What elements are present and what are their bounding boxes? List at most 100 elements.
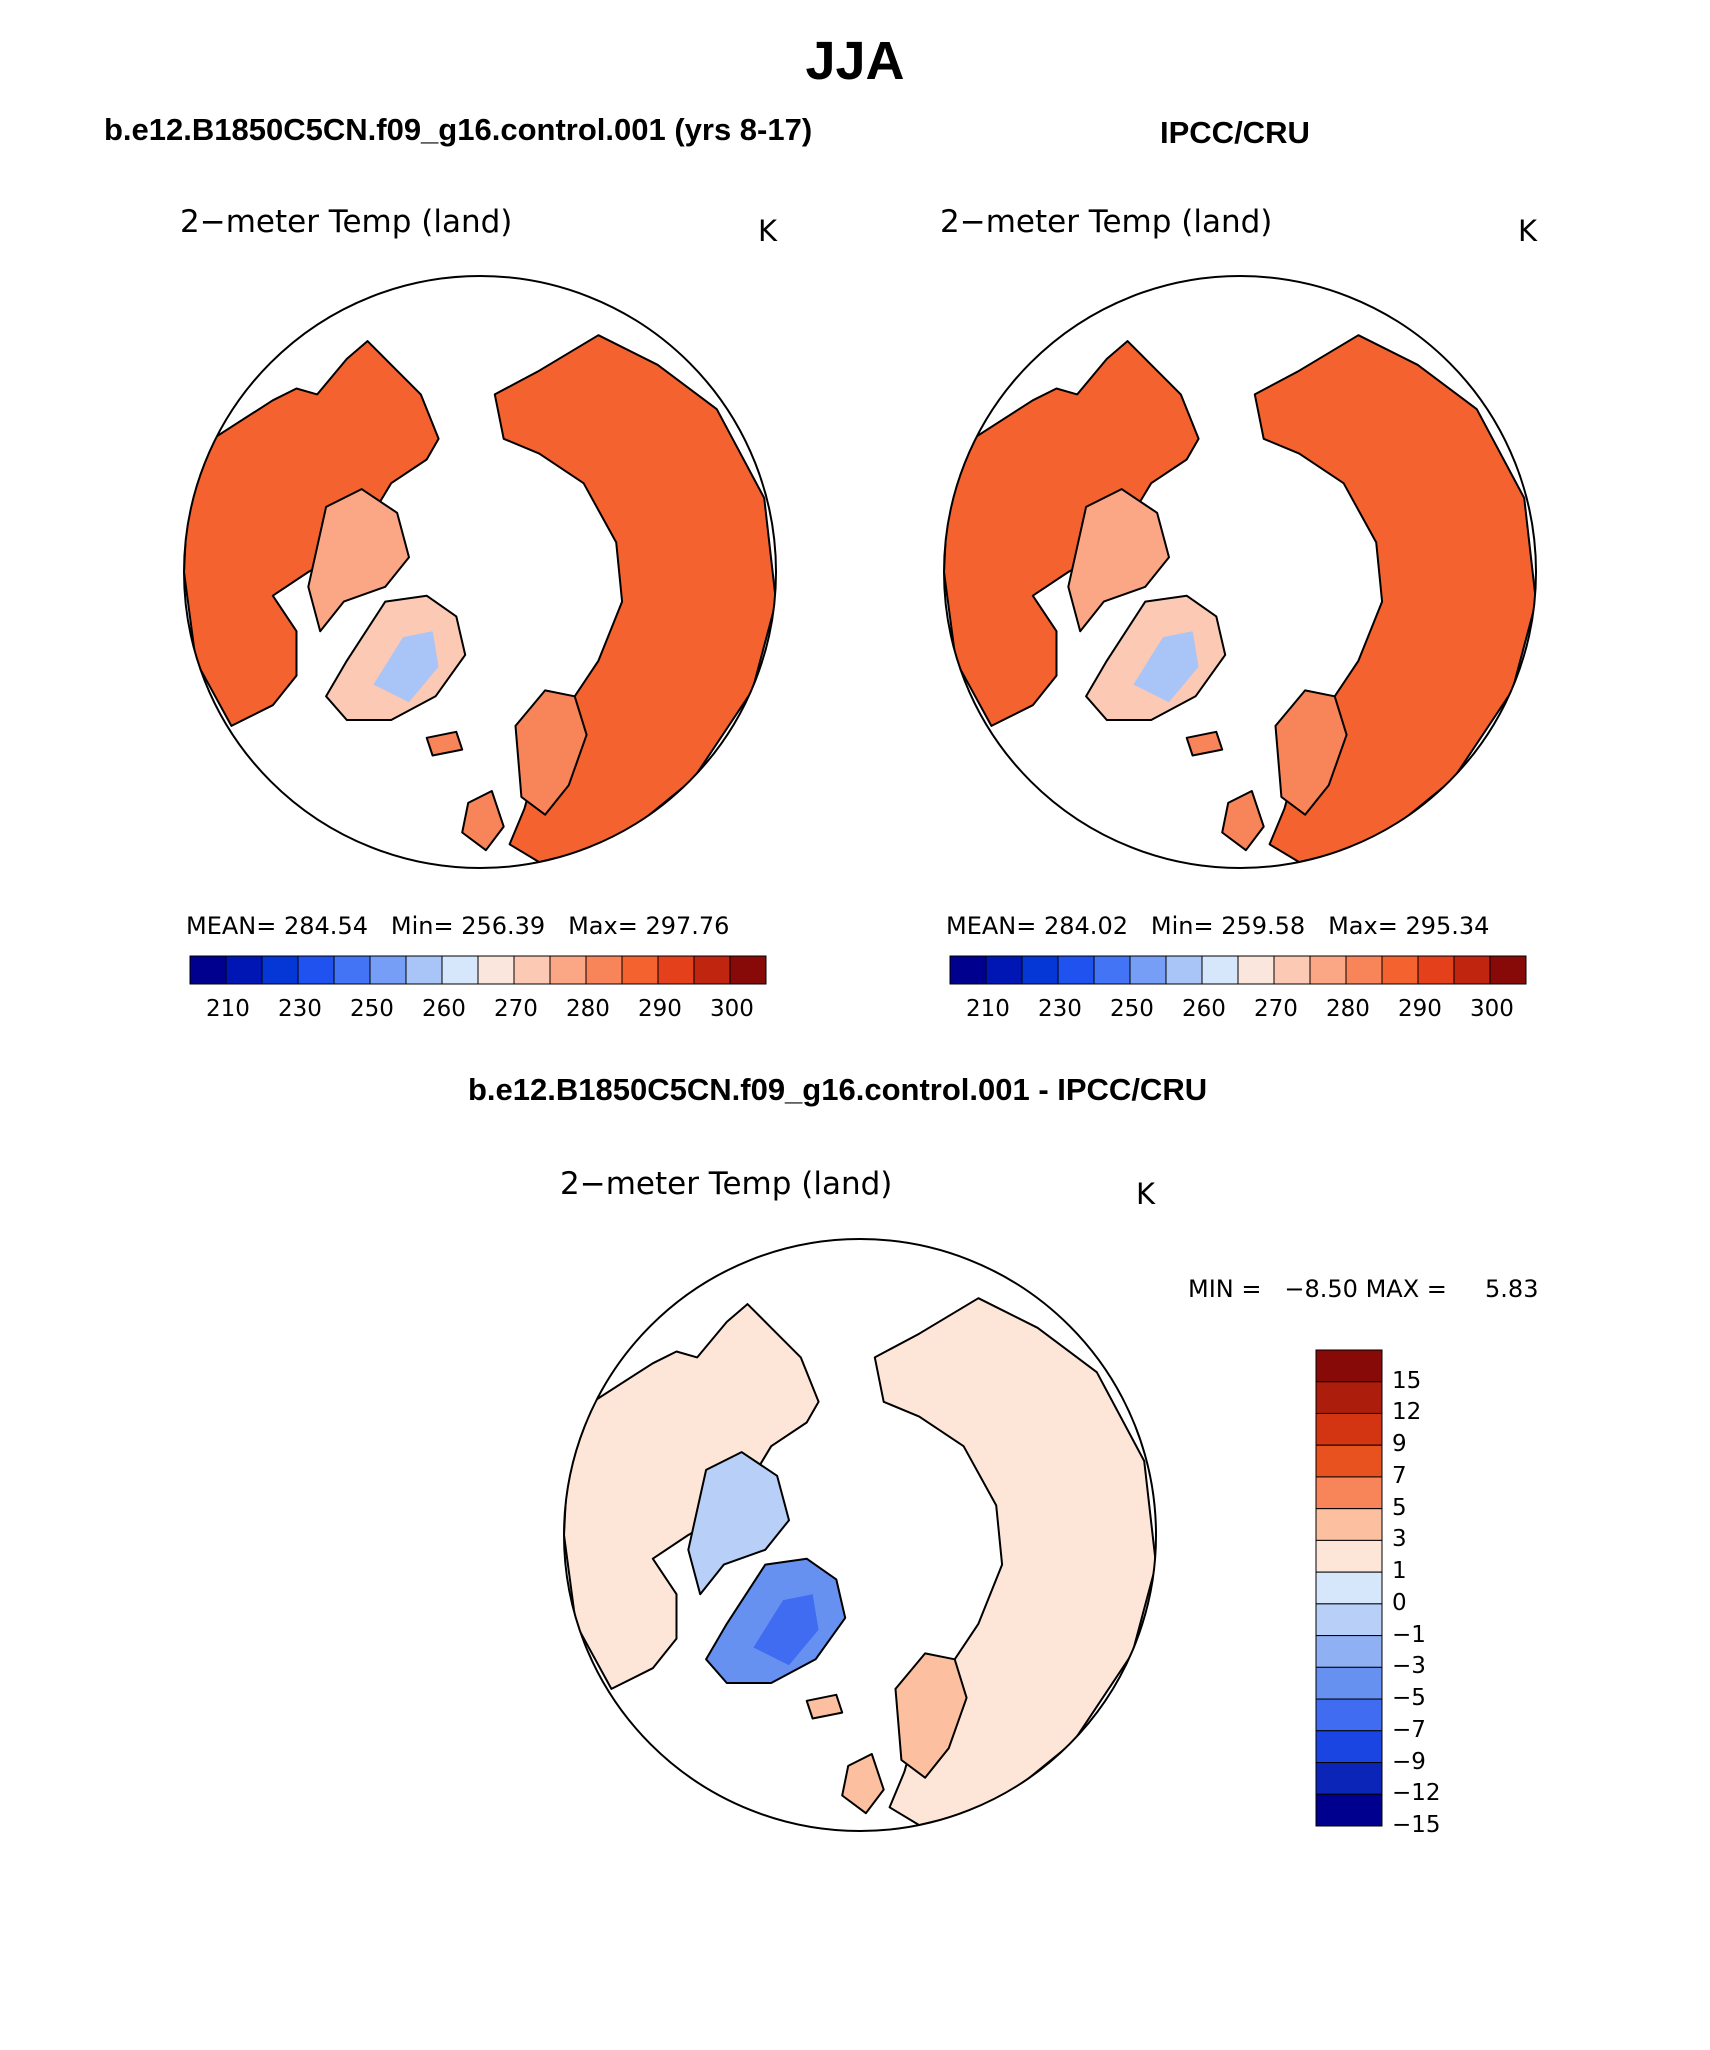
model-colorbar-box-4 [333,955,371,985]
model-colorbar-box-12 [621,955,659,985]
obs-colorbar-box-1 [985,955,1023,985]
diff-colorbar-box-10 [1315,1666,1383,1700]
diff-land-6 [805,1693,844,1720]
model-max-label: Max= [568,912,638,940]
diff-colorbar-tick-label: 5 [1392,1494,1407,1521]
obs-colorbar-box-10 [1309,955,1347,985]
diff-variable-label: 2−meter Temp (land) [560,1166,893,1202]
model-panel-title: b.e12.B1850C5CN.f09_g16.control.001 (yrs… [104,112,813,147]
diff-max-label: MAX = [1365,1275,1447,1303]
obs-colorbar-tick-label: 300 [1470,996,1514,1022]
diff-colorbar-tick-label: 15 [1392,1367,1422,1394]
model-colorbar-tick-label: 290 [638,996,682,1022]
diff-colorbar-tick-label: −15 [1392,1812,1441,1838]
obs-mean-value: 284.02 [1044,912,1128,940]
obs-colorbar-tick-label: 210 [966,996,1010,1022]
obs-colorbar-box-5 [1129,955,1167,985]
obs-max-label: Max= [1328,912,1398,940]
model-mean-value: 284.54 [284,912,368,940]
obs-colorbar-box-3 [1057,955,1095,985]
obs-colorbar-box-2 [1021,955,1059,985]
obs-variable-label: 2−meter Temp (land) [940,204,1273,240]
diff-stats: MIN = −8.50 MAX = 5.83 [1188,1275,1538,1303]
model-colorbar-box-9 [513,955,551,985]
diff-units-label: K [1136,1177,1156,1211]
obs-colorbar-box-12 [1381,955,1419,985]
model-colorbar-box-10 [549,955,587,985]
model-colorbar-box-2 [261,955,299,985]
obs-colorbar-tick-label: 260 [1182,996,1226,1022]
model-greenland-interior [373,631,439,703]
model-colorbar-tick-label: 280 [566,996,610,1022]
diff-colorbar-box-9 [1315,1635,1383,1668]
obs-colorbar-tick-label: 290 [1398,996,1442,1022]
obs-panel-title: IPCC/CRU [1160,115,1310,150]
obs-colorbar-box-15 [1489,955,1527,985]
obs-units-label: K [1518,214,1538,248]
model-colorbar-box-8 [477,955,515,985]
diff-colorbar-box-2 [1315,1412,1383,1446]
obs-colorbar-tick-label: 280 [1326,996,1370,1022]
diff-land-0 [564,1303,820,1690]
diff-land-5 [841,1753,885,1815]
obs-land-0 [944,340,1200,727]
model-min-label: Min= [390,912,454,940]
diff-land-1 [687,1451,790,1596]
diff-colorbar-tick-label: 0 [1392,1589,1407,1616]
diff-colorbar-box-0 [1315,1349,1383,1383]
model-colorbar-box-11 [585,955,623,985]
obs-colorbar-box-14 [1453,955,1491,985]
model-variable-label: 2−meter Temp (land) [180,204,513,240]
obs-colorbar-tick-label: 230 [1038,996,1082,1022]
model-colorbar-box-13 [657,955,695,985]
diff-colorbar-box-11 [1315,1698,1383,1732]
obs-colorbar-tick-label: 250 [1110,996,1154,1022]
obs-colorbar-box-4 [1093,955,1131,985]
obs-colorbar-tick-label: 270 [1254,996,1298,1022]
diff-colorbar-box-5 [1315,1508,1383,1541]
diff-colorbar-box-3 [1315,1444,1383,1478]
diff-min-label: MIN = [1188,1275,1262,1303]
obs-land-6 [1185,730,1224,757]
obs-colorbar-box-9 [1273,955,1311,985]
obs-land-4 [1274,689,1348,816]
obs-land-1 [1067,488,1170,633]
model-colorbar-tick-label: 210 [206,996,250,1022]
model-colorbar-tick-label: 260 [422,996,466,1022]
diff-colorbar-tick-label: −3 [1392,1653,1426,1680]
figure-title: JJA [805,31,905,91]
model-land-0 [184,340,440,727]
model-colorbar-tick-label: 270 [494,996,538,1022]
diff-colorbar-box-14 [1315,1793,1383,1827]
diff-colorbar-tick-label: −7 [1392,1716,1426,1743]
diff-colorbar-box-6 [1315,1539,1383,1573]
obs-land-5 [1221,790,1265,852]
obs-colorbar-box-13 [1417,955,1455,985]
model-colorbar-tick-label: 300 [710,996,754,1022]
diff-colorbar-tick-label: 9 [1392,1431,1407,1458]
obs-greenland-interior [1133,631,1199,703]
obs-colorbar-box-8 [1237,955,1275,985]
diff-colorbar-tick-label: −5 [1392,1685,1426,1712]
model-colorbar-box-15 [729,955,767,985]
model-stats: MEAN= 284.54 Min= 256.39 Max= 297.76 [186,912,729,940]
model-colorbar-box-1 [225,955,263,985]
diff-colorbar-box-7 [1315,1571,1383,1605]
diff-colorbar-box-12 [1315,1730,1383,1764]
obs-colorbar-box-0 [949,955,987,985]
model-max-value: 297.76 [645,912,730,940]
diff-panel-title: b.e12.B1850C5CN.f09_g16.control.001 - IP… [468,1072,1208,1107]
model-map-border [183,275,777,869]
diff-colorbar-box-8 [1315,1603,1383,1637]
diff-colorbar-box-4 [1315,1476,1383,1510]
model-colorbar-tick-label: 250 [350,996,394,1022]
model-colorbar-tick-label: 230 [278,996,322,1022]
diff-land-4 [894,1652,968,1779]
model-colorbar-box-0 [189,955,227,985]
diff-max-value: 5.83 [1485,1275,1539,1303]
obs-colorbar-box-11 [1345,955,1383,985]
obs-colorbar-box-7 [1201,955,1239,985]
diff-colorbar-tick-label: 7 [1392,1462,1407,1489]
obs-max-value: 295.34 [1405,912,1490,940]
